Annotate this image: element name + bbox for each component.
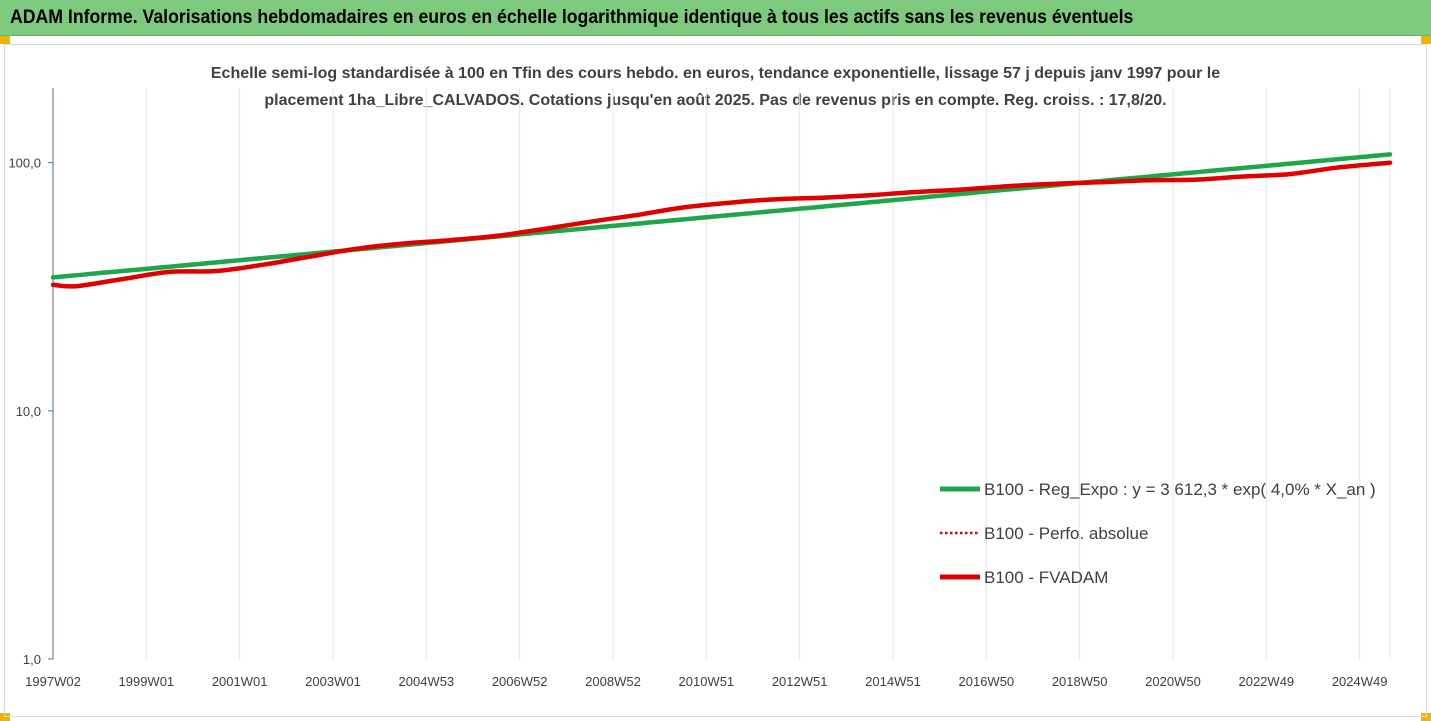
header-bar: ADAM Informe. Valorisations hebdomadaire… xyxy=(0,0,1431,36)
legend-label-fvadam: B100 - FVADAM xyxy=(984,568,1109,587)
x-tick-label: 2001W01 xyxy=(212,674,268,689)
y-tick-label: 100,0 xyxy=(8,156,41,171)
x-tick-label: 2010W51 xyxy=(679,674,735,689)
corner-marker-top-right xyxy=(1421,36,1431,44)
x-tick-label: 2022W49 xyxy=(1239,674,1295,689)
corner-marker-bottom-left xyxy=(0,713,10,721)
legend-swatch-reg-expo xyxy=(940,486,980,492)
legend-swatch-perfo-absolue xyxy=(940,531,980,535)
x-tick-label: 2024W49 xyxy=(1332,674,1388,689)
chart-frame xyxy=(4,44,1427,717)
series-line-reg-expo xyxy=(50,152,1393,280)
x-tick-label: 1997W02 xyxy=(25,674,81,689)
series-line-perfo-absolue xyxy=(51,161,1392,288)
page-title: ADAM Informe. Valorisations hebdomadaire… xyxy=(10,7,1134,28)
x-tick-label: 2004W53 xyxy=(399,674,455,689)
x-tick-label: 1999W01 xyxy=(119,674,175,689)
y-tick-label: 1,0 xyxy=(23,652,41,667)
chart-title-line-1: Echelle semi-log standardisée à 100 en T… xyxy=(210,65,1221,82)
x-tick-label: 2012W51 xyxy=(772,674,828,689)
y-tick-label: 10,0 xyxy=(16,404,41,419)
corner-marker-top-left xyxy=(0,36,10,44)
x-tick-label: 2018W50 xyxy=(1052,674,1108,689)
x-tick-label: 2020W50 xyxy=(1145,674,1201,689)
x-tick-label: 2008W52 xyxy=(585,674,641,689)
x-tick-label: 2003W01 xyxy=(305,674,361,689)
legend-label-perfo-absolue: B100 - Perfo. absolue xyxy=(984,524,1149,543)
corner-marker-bottom-right xyxy=(1421,713,1431,721)
x-tick-label: 2006W52 xyxy=(492,674,548,689)
chart-title-line-2: placement 1ha_Libre_CALVADOS. Cotations … xyxy=(264,92,1167,109)
series-line-fvadam xyxy=(50,160,1393,289)
legend-label-reg-expo: B100 - Reg_Expo : y = 3 612,3 * exp( 4,0… xyxy=(984,480,1376,499)
x-tick-label: 2016W50 xyxy=(959,674,1015,689)
legend-swatch-fvadam xyxy=(940,574,980,580)
x-tick-label: 2014W51 xyxy=(865,674,921,689)
